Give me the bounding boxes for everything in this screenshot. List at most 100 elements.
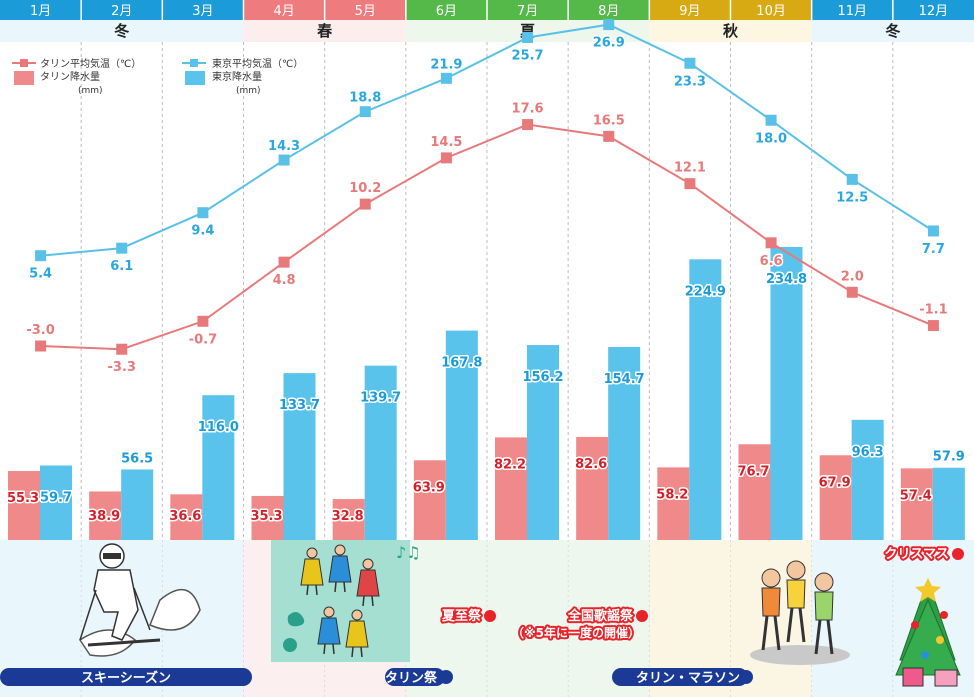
tokyo-temp-point <box>603 19 615 31</box>
tokyo-temp-point <box>684 57 696 69</box>
event-label: 夏至祭 <box>441 608 482 624</box>
dancer-head <box>323 606 335 618</box>
season-header-band <box>0 20 244 42</box>
legend-tokyo-precip-label: 東京降水量 <box>212 70 262 83</box>
tallinn-precip-label: 38.9 <box>88 509 120 524</box>
tokyo-temp-point <box>359 106 371 118</box>
ornament <box>921 651 929 659</box>
tokyo-precip-label: 116.0 <box>198 420 239 435</box>
tallinn-temp-label: -0.7 <box>189 332 217 347</box>
tallinn-temp-label: 14.5 <box>430 135 462 150</box>
tokyo-temp-label: 12.5 <box>836 190 868 205</box>
tokyo-precip-bar <box>689 259 722 540</box>
month-label: 9月 <box>679 4 700 19</box>
dancer-leg <box>362 595 365 607</box>
tokyo-temp-label: 21.9 <box>430 57 462 72</box>
tallinn-temp-point <box>684 178 696 190</box>
gift-box <box>934 669 958 687</box>
tokyo-temp-label: 9.4 <box>191 224 214 239</box>
tokyo-precip-label: 224.9 <box>685 284 726 299</box>
ski-pole <box>79 589 97 641</box>
legend-tokyo-temp-marker-swatch <box>190 59 198 67</box>
tokyo-precip-bar <box>202 395 235 540</box>
tallinn-precip-bar <box>738 444 771 540</box>
event-label: クリスマス <box>884 547 949 562</box>
month-header-cell <box>243 0 325 20</box>
tallinn-temp-label: -3.0 <box>26 323 54 338</box>
month-header-cell <box>811 0 893 20</box>
season-header-band <box>405 20 650 42</box>
tokyo-precip-label: 139.7 <box>360 391 401 406</box>
legend-tallinn-precip-label: タリン降水量 <box>40 70 100 83</box>
tallinn-precip-label: 58.2 <box>656 487 688 502</box>
month-label: 10月 <box>756 4 786 19</box>
tallinn-precip-label: 32.8 <box>332 509 364 524</box>
dancer-leg <box>334 581 337 593</box>
dancer-body <box>300 558 324 586</box>
snow-drift <box>149 588 201 631</box>
month-label: 7月 <box>517 4 538 19</box>
runner-head <box>814 572 834 592</box>
runner-shirt <box>761 587 781 617</box>
tallinn-precip-label: 55.3 <box>7 491 39 506</box>
dancer-body <box>345 620 369 648</box>
tallinn-precip-label: 76.7 <box>737 464 769 479</box>
tokyo-temp-point <box>116 242 128 254</box>
tokyo-precip-bar <box>121 469 154 540</box>
month-header-cell <box>405 0 487 20</box>
tallinn-temp-label: -3.3 <box>108 360 136 375</box>
tokyo-temp-label: 23.3 <box>674 74 706 89</box>
gift-box <box>902 667 924 687</box>
tokyo-temp-label: 18.0 <box>755 131 787 146</box>
event-bar <box>612 668 748 686</box>
tallinn-temp-point <box>603 130 615 142</box>
season-label: 冬 <box>885 22 900 40</box>
tallinn-precip-label: 82.2 <box>494 457 526 472</box>
runners-shadow <box>750 645 850 665</box>
tallinn-temp-series <box>35 119 939 355</box>
runner-leg <box>814 619 822 655</box>
event-sublabel: （※5年に一度の開催） <box>512 625 640 640</box>
tokyo-precip-label: 133.7 <box>279 398 320 413</box>
tallinn-precip-label: 35.3 <box>250 509 282 524</box>
legend-tokyo-precip-unit: (mm) <box>236 86 261 96</box>
tallinn-temp-point <box>197 315 209 327</box>
tokyo-temp-label: 7.7 <box>922 242 945 257</box>
precipitation-bars <box>8 246 965 540</box>
tallinn-temp-point <box>440 152 452 164</box>
tokyo-precip-label: 154.7 <box>604 372 645 387</box>
dancer-body <box>328 555 352 583</box>
tokyo-precip-bar <box>851 419 884 540</box>
event-bar <box>0 668 252 686</box>
runner-head <box>786 560 806 580</box>
ornament <box>911 621 919 629</box>
tallinn-temp-point <box>35 340 47 352</box>
tallinn-precip-label: 67.9 <box>819 475 851 490</box>
tallinn-precip-bar <box>657 467 690 540</box>
month-header-cell <box>730 0 812 20</box>
tallinn-precip-bar <box>576 436 609 540</box>
month-header: 1月 2月 3月 4月 5月 6月 7月 8月 9月 10月 11月 12月 <box>0 0 974 20</box>
tokyo-temp-label: 6.1 <box>110 259 133 274</box>
tallinn-temp-label: 4.8 <box>273 273 296 288</box>
tokyo-temp-point <box>197 207 209 219</box>
tallinn-precip-bar <box>819 455 852 540</box>
tokyo-precip-bar <box>608 346 641 540</box>
runner-shirt <box>814 591 834 621</box>
tokyo-temp-point <box>522 31 534 43</box>
tallinn-temp-label: 12.1 <box>674 161 706 176</box>
month-label: 3月 <box>192 4 213 19</box>
dancer-body <box>317 617 341 645</box>
tallinn-temp-point <box>765 237 777 249</box>
ornament <box>940 611 948 619</box>
ski-pole <box>133 587 151 631</box>
tokyo-precip-label: 96.3 <box>852 445 884 460</box>
month-header-cell <box>568 0 650 20</box>
tallinn-temp-point <box>846 286 858 298</box>
tallinn-temp-label: 6.6 <box>760 254 783 269</box>
tokyo-temp-point <box>440 72 452 84</box>
event-label: タリン・マラソン <box>636 671 740 686</box>
tallinn-temp-label: 16.5 <box>593 113 625 128</box>
month-label: 1月 <box>30 4 51 19</box>
